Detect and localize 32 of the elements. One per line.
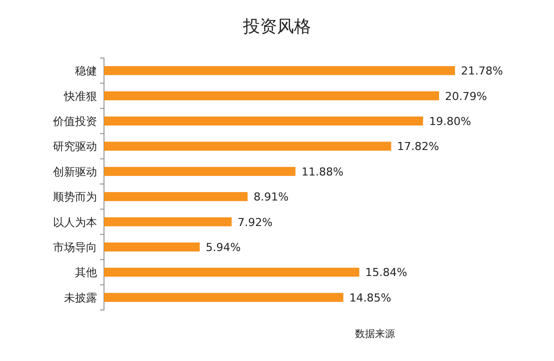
y-tick-label: 快准狠 <box>63 90 97 103</box>
y-tick-label: 稳健 <box>75 64 97 78</box>
bar <box>104 91 440 100</box>
y-tick-label: 创新驱动 <box>53 165 97 178</box>
bar <box>104 142 392 151</box>
bar <box>104 292 344 302</box>
y-tick-label: 其他 <box>75 266 97 280</box>
y-tick-label: 未披露 <box>64 291 97 304</box>
data-label: 21.78% <box>461 64 503 78</box>
bar <box>104 242 200 252</box>
bar <box>104 116 424 126</box>
bar <box>104 192 248 202</box>
text: 数据来源 <box>355 328 395 340</box>
y-tick-label: 研究驱动 <box>53 140 97 154</box>
y-tick-label: 以人为本 <box>53 216 97 229</box>
data-label: 7.92% <box>238 216 273 229</box>
data-label: 14.85% <box>349 291 392 304</box>
bar <box>104 268 360 277</box>
data-label: 11.88% <box>301 165 344 178</box>
y-tick-label: 价值投资 <box>52 115 97 128</box>
data-label: 15.84% <box>365 266 408 280</box>
data-label: 8.91% <box>254 190 289 204</box>
data-label: 19.80% <box>429 115 472 128</box>
data-label: 20.79% <box>445 90 487 103</box>
bar <box>104 217 232 226</box>
y-tick-label: 顺势而为 <box>53 190 97 204</box>
data-label: 5.94% <box>206 241 241 254</box>
bar <box>104 66 455 76</box>
bar <box>104 166 296 176</box>
data-label: 17.82% <box>397 140 440 154</box>
chart-title: 投资风格 <box>242 17 311 37</box>
y-tick-label: 市场导向 <box>53 241 97 254</box>
